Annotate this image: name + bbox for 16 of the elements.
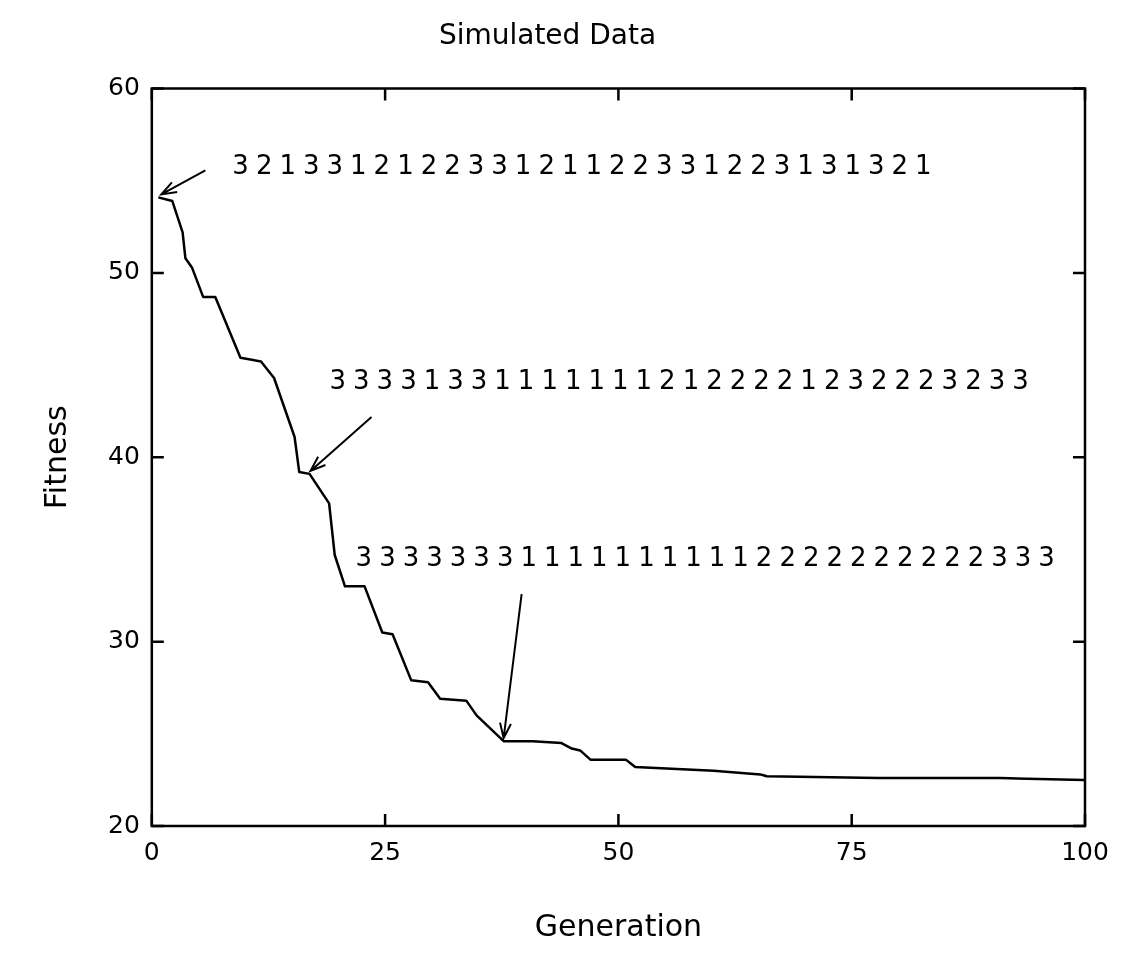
annotation: 333313311111112122221232223233	[329, 364, 1036, 395]
x-tick-label: 100	[1061, 836, 1109, 866]
x-tick-label: 50	[602, 836, 635, 866]
x-axis-title: Generation	[534, 907, 703, 943]
annotation: 321331212233121122331223131321	[232, 150, 939, 181]
y-tick-label: 30	[108, 625, 140, 655]
y-axis-title: Fitness	[37, 405, 73, 510]
x-tick-label: 0	[143, 836, 160, 866]
y-tick-label: 20	[108, 809, 140, 839]
chart-title: Simulated Data	[438, 18, 657, 52]
y-tick-label: 40	[108, 440, 140, 470]
y-tick-label: 50	[108, 256, 140, 286]
annotation: 333333311111111112222222222333	[355, 541, 1062, 572]
x-tick-label: 25	[369, 836, 402, 866]
x-tick-label: 75	[835, 836, 868, 866]
y-tick-label: 60	[108, 72, 140, 102]
